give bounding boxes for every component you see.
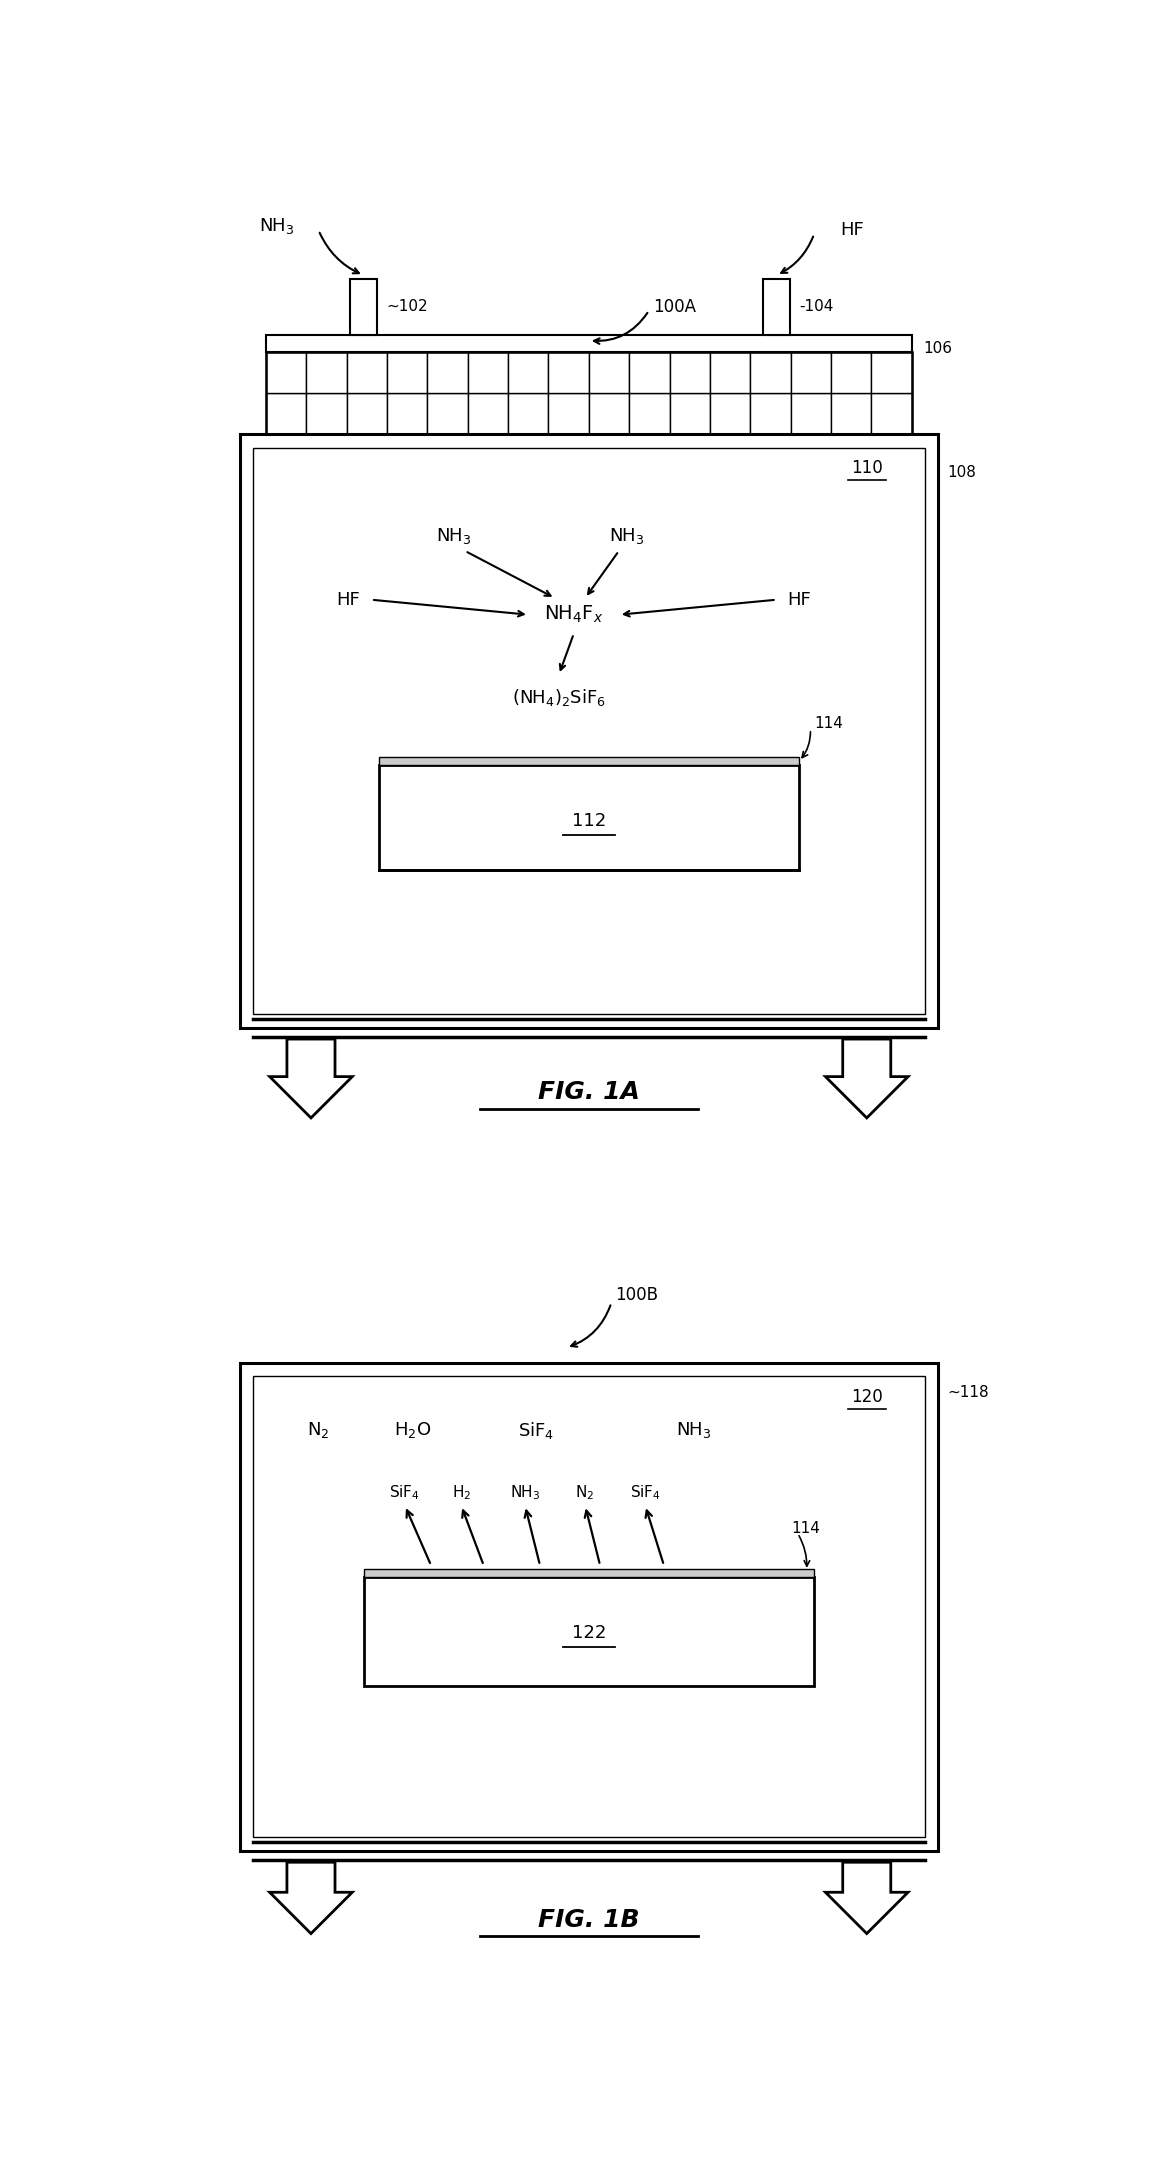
- Text: HF: HF: [787, 591, 811, 608]
- Text: NH$_3$: NH$_3$: [609, 526, 645, 545]
- Text: H$_2$O: H$_2$O: [394, 1420, 431, 1439]
- Bar: [253, 447, 925, 1014]
- Polygon shape: [825, 1038, 908, 1119]
- Bar: [831, 351, 871, 393]
- Text: 114: 114: [815, 715, 843, 731]
- Bar: [265, 351, 912, 434]
- Text: SiF$_4$: SiF$_4$: [518, 1420, 555, 1442]
- Text: NH$_3$: NH$_3$: [677, 1420, 711, 1439]
- Bar: [387, 351, 427, 393]
- Text: 122: 122: [572, 1625, 606, 1642]
- Text: NH$_4$F$_x$: NH$_4$F$_x$: [545, 604, 603, 626]
- Bar: [378, 766, 800, 870]
- Bar: [363, 1570, 815, 1577]
- Text: SiF$_4$: SiF$_4$: [390, 1483, 421, 1503]
- Bar: [347, 393, 387, 434]
- Bar: [265, 393, 307, 434]
- Text: 120: 120: [851, 1387, 882, 1405]
- Bar: [710, 393, 750, 434]
- Bar: [468, 351, 508, 393]
- Bar: [265, 351, 307, 393]
- Text: 108: 108: [947, 465, 976, 480]
- Text: H$_2$: H$_2$: [452, 1483, 471, 1503]
- Text: N$_2$: N$_2$: [576, 1483, 595, 1503]
- Bar: [750, 393, 791, 434]
- Bar: [508, 393, 548, 434]
- Bar: [347, 351, 387, 393]
- Text: HF: HF: [840, 220, 864, 240]
- Text: FIG. 1B: FIG. 1B: [538, 1908, 640, 1932]
- Bar: [240, 1363, 938, 1852]
- Bar: [253, 1376, 925, 1836]
- Text: 100B: 100B: [615, 1287, 658, 1304]
- Text: FIG. 1A: FIG. 1A: [538, 1080, 640, 1104]
- Bar: [307, 351, 347, 393]
- Text: NH$_3$: NH$_3$: [260, 216, 295, 236]
- Bar: [427, 351, 468, 393]
- Bar: [508, 351, 548, 393]
- Bar: [791, 393, 831, 434]
- Polygon shape: [270, 1863, 353, 1935]
- Bar: [378, 757, 800, 766]
- Text: 100A: 100A: [653, 299, 695, 316]
- Bar: [240, 434, 938, 1027]
- Text: ~102: ~102: [386, 299, 427, 314]
- Text: NH$_3$: NH$_3$: [435, 526, 471, 545]
- Bar: [548, 393, 589, 434]
- Bar: [307, 393, 347, 434]
- Text: 106: 106: [923, 340, 953, 356]
- Bar: [548, 351, 589, 393]
- Polygon shape: [825, 1863, 908, 1935]
- Bar: [589, 351, 630, 393]
- Bar: [427, 393, 468, 434]
- Bar: [387, 393, 427, 434]
- Text: -104: -104: [800, 299, 833, 314]
- Text: HF: HF: [337, 591, 361, 608]
- Text: N$_2$: N$_2$: [307, 1420, 330, 1439]
- Text: SiF$_4$: SiF$_4$: [630, 1483, 661, 1503]
- Text: (NH$_4$)$_2$SiF$_6$: (NH$_4$)$_2$SiF$_6$: [511, 687, 606, 709]
- Bar: [763, 279, 789, 336]
- Bar: [871, 393, 912, 434]
- Bar: [710, 351, 750, 393]
- Text: NH$_3$: NH$_3$: [510, 1483, 540, 1503]
- Bar: [791, 351, 831, 393]
- Text: ~118: ~118: [947, 1385, 989, 1400]
- Bar: [468, 393, 508, 434]
- Text: 110: 110: [851, 460, 882, 478]
- Bar: [630, 351, 670, 393]
- Bar: [265, 336, 912, 351]
- Text: 114: 114: [792, 1520, 820, 1535]
- Bar: [350, 279, 377, 336]
- Bar: [363, 1577, 815, 1686]
- Text: 112: 112: [572, 811, 606, 831]
- Bar: [750, 351, 791, 393]
- Bar: [589, 393, 630, 434]
- Bar: [831, 393, 871, 434]
- Bar: [630, 393, 670, 434]
- Polygon shape: [270, 1038, 353, 1119]
- Bar: [670, 351, 710, 393]
- Bar: [871, 351, 912, 393]
- Bar: [670, 393, 710, 434]
